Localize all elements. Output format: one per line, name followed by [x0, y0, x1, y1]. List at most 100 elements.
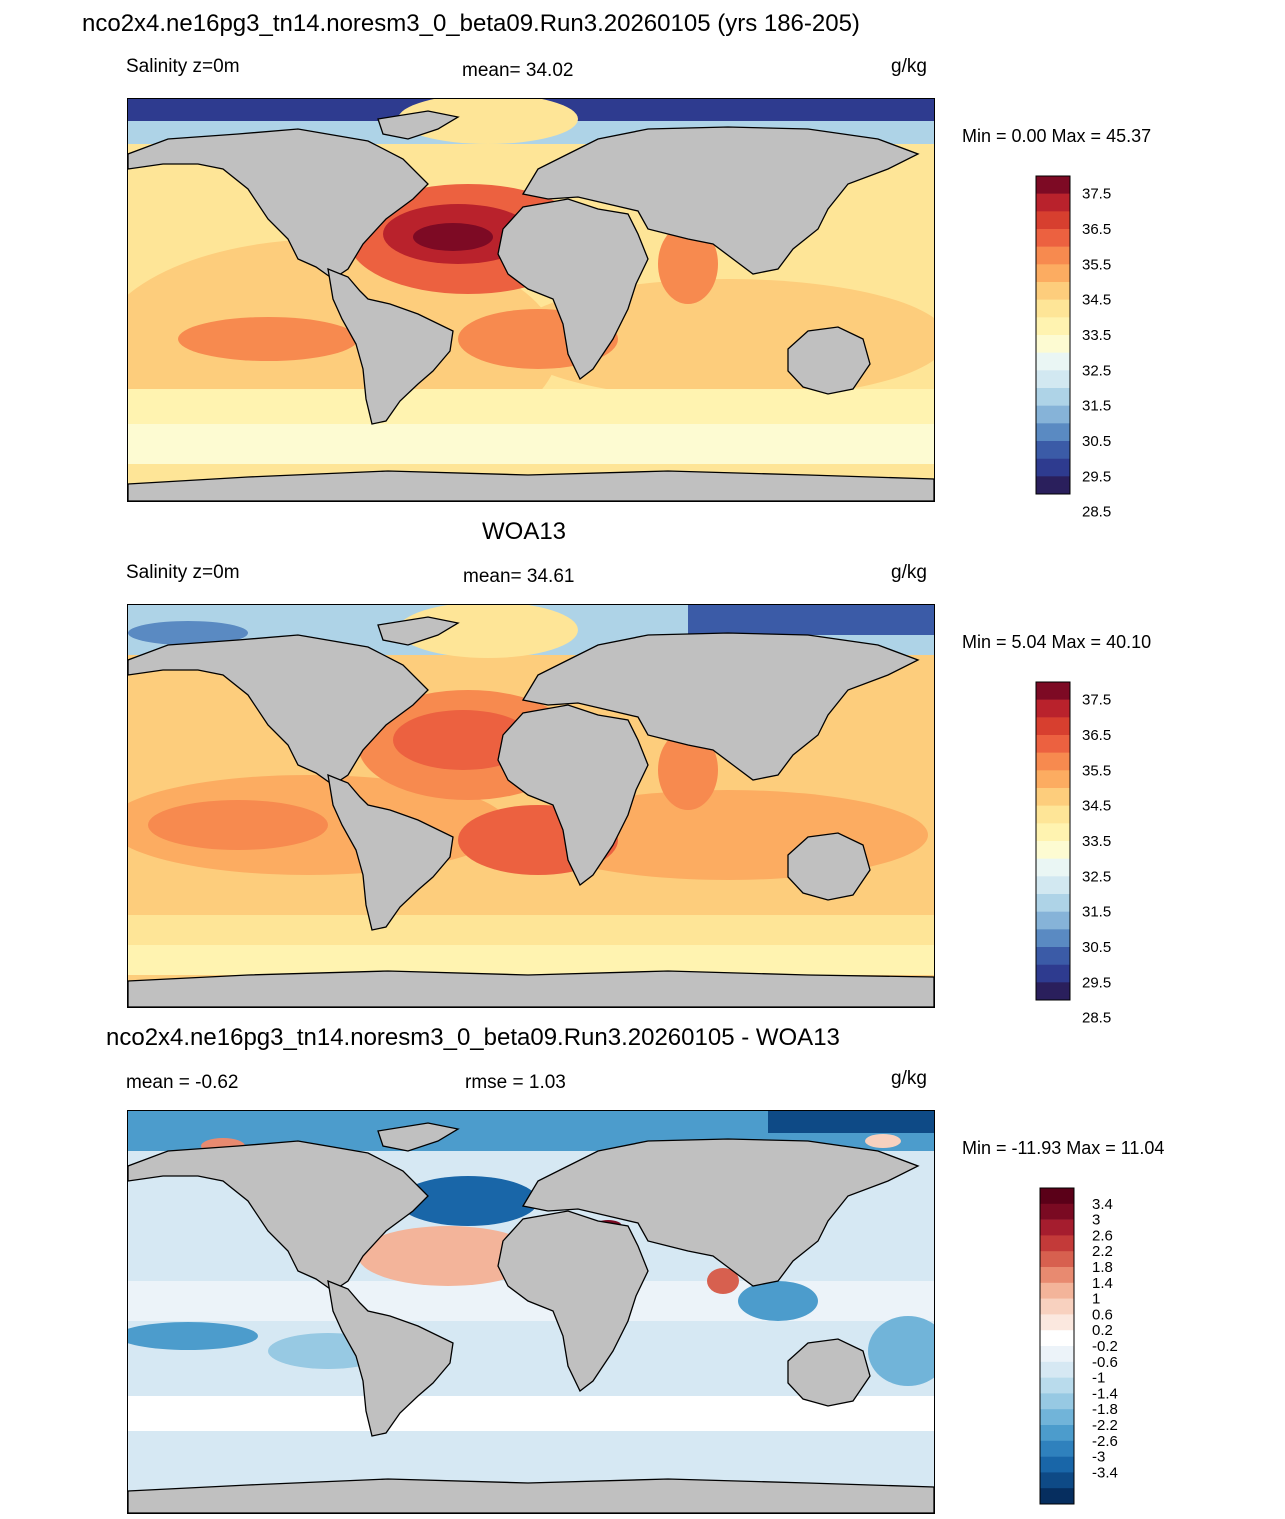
colorbar-swatch — [1040, 1330, 1074, 1347]
colorbar-swatch — [1036, 370, 1070, 389]
colorbar-swatch — [1036, 264, 1070, 283]
colorbar-swatch — [1036, 982, 1070, 1001]
colorbar-swatch — [1036, 841, 1070, 859]
siberian-fresh-bias — [768, 1111, 934, 1133]
north-atlantic-core — [393, 710, 533, 770]
panel2-colorbar: 37.5 36.5 35.5 34.5 33.5 32.5 31.5 30.5 29.5 28.5 — [1035, 681, 1186, 1027]
colorbar-tick-label: -3 — [1092, 1449, 1105, 1466]
colorbar-tick-label: 0.6 — [1092, 1306, 1113, 1323]
colorbar-frame — [1039, 1187, 1075, 1505]
tasman-fresh-bias — [868, 1316, 934, 1386]
colorbar-swatch — [1036, 894, 1070, 912]
arabian-sea-high — [658, 730, 718, 810]
colorbar-swatch — [1036, 735, 1070, 753]
antarctica-land — [128, 970, 934, 1007]
colorbar-swatch — [1036, 717, 1070, 736]
colorbar-tick-label: 35.5 — [1082, 762, 1111, 779]
panel3-rmse-label: rmse = 1.03 — [465, 1072, 566, 1093]
colorbar-tick-label: 3 — [1092, 1212, 1100, 1229]
colorbar-swatch — [1036, 964, 1070, 983]
colorbar-tick-label: 33.5 — [1082, 833, 1111, 850]
colorbar-tick-label: -0.2 — [1092, 1338, 1118, 1355]
colorbar-tick-label: 30.5 — [1082, 939, 1111, 956]
colorbar-swatch — [1036, 176, 1070, 194]
colorbar-frame — [1035, 175, 1071, 495]
colorbar-swatch — [1040, 1235, 1074, 1252]
colorbar-swatch — [1036, 823, 1070, 842]
maritime-continent-fresh-bias — [738, 1281, 818, 1321]
africa-land — [497, 704, 649, 887]
south-pacific-high — [178, 317, 358, 361]
colorbar-swatch — [1036, 299, 1070, 318]
north-atlantic-fresh-bias — [398, 1176, 538, 1226]
panel3-colorbar-svg: 3.432.62.21.81.410.60.2-0.2-0.6-1-1.4-1.… — [1039, 1187, 1118, 1505]
panel2-colorbar-svg: 37.5 36.5 35.5 34.5 33.5 32.5 31.5 30.5 29.5 28.5 — [1035, 681, 1111, 1027]
colorbar-tick-label: 29.5 — [1082, 468, 1111, 485]
panel1-units-label: g/kg — [891, 56, 927, 77]
panel2-map-svg — [128, 605, 934, 1007]
colorbar-swatch — [1036, 770, 1070, 789]
panel1-model-map — [127, 98, 935, 502]
colorbar-tick-label: 1 — [1092, 1291, 1100, 1308]
colorbar-swatch — [1036, 476, 1070, 495]
colorbar-tick-label: 36.5 — [1082, 221, 1111, 238]
greenland-land — [377, 1122, 460, 1152]
norwegian-sea — [398, 605, 578, 658]
colorbar-swatch — [1036, 752, 1070, 771]
colorbar-tick-label: 3.4 — [1092, 1196, 1113, 1213]
colorbar-tick-label: 28.5 — [1082, 1010, 1111, 1027]
colorbar-tick-label: 32.5 — [1082, 362, 1111, 379]
colorbar-swatch — [1036, 352, 1070, 371]
colorbar-tick-label: -1.4 — [1092, 1385, 1118, 1402]
colorbar-swatch — [1036, 682, 1070, 700]
colorbar-swatch — [1036, 788, 1070, 806]
south-america-land — [327, 1279, 454, 1437]
eurasia-land — [521, 632, 920, 781]
panel2-mean-label: mean= 34.61 — [463, 566, 575, 587]
colorbar-swatch — [1036, 335, 1070, 353]
eurasia-land — [521, 1138, 920, 1287]
greenland-land — [377, 616, 460, 646]
panel3-minmax-label: Min = -11.93 Max = 11.04 — [962, 1138, 1165, 1158]
colorbar-swatch — [1040, 1393, 1074, 1410]
antarctica-land — [128, 470, 934, 501]
southern-neutral-band — [128, 1396, 934, 1431]
colorbar-swatch — [1036, 282, 1070, 300]
colorbar-swatch — [1040, 1188, 1074, 1205]
colorbar-swatch — [1040, 1409, 1074, 1426]
colorbar-swatch — [1040, 1203, 1074, 1220]
colorbar-swatch — [1036, 805, 1070, 824]
colorbar-tick-label: 28.5 — [1082, 504, 1111, 521]
south-america-land — [327, 773, 454, 931]
panel1-colorbar-svg: 37.5 36.5 35.5 34.5 33.5 32.5 31.5 30.5 29.5 28.5 — [1035, 175, 1111, 521]
colorbar-swatch — [1036, 246, 1070, 265]
colorbar-swatch — [1036, 423, 1070, 442]
colorbar-tick-label: 30.5 — [1082, 433, 1111, 450]
panel2-variable-label: Salinity z=0m — [126, 562, 240, 583]
panel1-minmax-label: Min = 0.00 Max = 45.37 — [962, 126, 1152, 146]
colorbar-tick-label: 29.5 — [1082, 974, 1111, 991]
arabian-sea-high — [658, 224, 718, 304]
panel3-heading: nco2x4.ne16pg3_tn14.noresm3_0_beta09.Run… — [106, 1024, 840, 1051]
panel3-difference-map — [127, 1110, 935, 1514]
panel3-map-svg — [128, 1111, 934, 1513]
colorbar-swatch — [1036, 317, 1070, 336]
colorbar-swatch — [1036, 441, 1070, 459]
australia-land — [787, 326, 871, 395]
colorbar-tick-label: -3.4 — [1092, 1464, 1118, 1481]
colorbar-tick-label: 31.5 — [1082, 398, 1111, 415]
colorbar-swatch — [1040, 1425, 1074, 1442]
colorbar-swatch — [1040, 1219, 1074, 1236]
siberian-shelf-fresh — [688, 605, 934, 635]
colorbar-tick-label: 1.8 — [1092, 1259, 1113, 1276]
colorbar-tick-label: -1 — [1092, 1370, 1105, 1387]
panel1-map-svg — [128, 99, 934, 501]
colorbar-swatch — [1036, 458, 1070, 477]
colorbar-tick-label: 1.4 — [1092, 1275, 1113, 1292]
colorbar-swatch — [1040, 1472, 1074, 1489]
colorbar-swatch — [1036, 229, 1070, 247]
norwegian-sea — [398, 99, 578, 144]
colorbar-tick-label: 0.2 — [1092, 1322, 1113, 1339]
colorbar-swatch — [1036, 911, 1070, 930]
colorbar-frame — [1035, 681, 1071, 1001]
